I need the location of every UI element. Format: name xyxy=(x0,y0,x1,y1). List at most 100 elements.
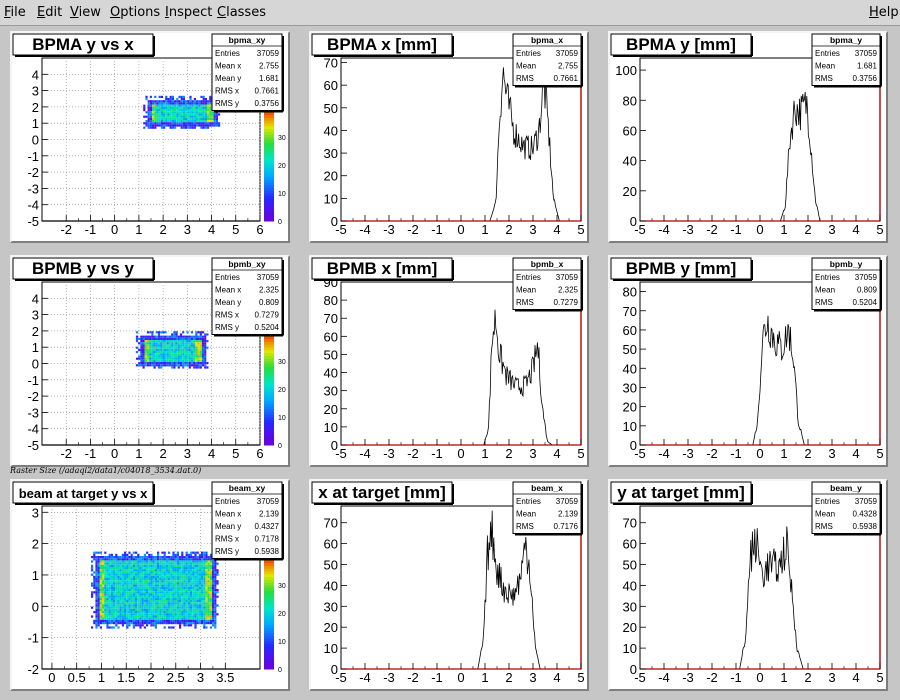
heatmap-cell xyxy=(214,573,217,576)
stats-key: RMS xyxy=(815,74,833,83)
heatmap-cell xyxy=(209,611,212,614)
heatmap-cell xyxy=(203,578,206,581)
menu-file[interactable]: File xyxy=(4,5,26,20)
heatmap-cell xyxy=(143,580,146,583)
heatmap-cell xyxy=(128,564,131,567)
heatmap-cell xyxy=(168,551,171,554)
heatmap-cell xyxy=(93,558,96,561)
heatmap-cell xyxy=(214,615,217,618)
heatmap-cell xyxy=(141,604,144,607)
heatmap-cell xyxy=(179,586,182,589)
heatmap-cell xyxy=(97,567,100,570)
pad-bpmb_xy[interactable]: 0 10 20 30 -2 -1 0 1 2 3 4 5 6 -5 -4 -3 -2 -1 0 1 2 3 4 BPMB y … xyxy=(10,255,290,467)
y-tick-label: 50 xyxy=(324,558,338,573)
heatmap-cell xyxy=(212,622,215,625)
heatmap-cell xyxy=(126,611,129,614)
heatmap-cell xyxy=(158,100,161,103)
menu-classes[interactable]: Classes xyxy=(217,5,266,20)
chart-title: BPMB y [mm] xyxy=(610,257,753,281)
heatmap-cell xyxy=(135,622,138,625)
heatmap-cell xyxy=(178,115,181,118)
pad-beam_y[interactable]: -5 -4 -3 -2 -1 0 1 2 3 4 5 0 10 20 30 40 50 60 70 y at targ… xyxy=(608,479,888,691)
heatmap-cell xyxy=(115,575,118,578)
heatmap-cell xyxy=(201,362,205,365)
heatmap-cell xyxy=(174,562,177,565)
heatmap-cell xyxy=(202,113,205,116)
heatmap-cell xyxy=(215,117,218,120)
heatmap-cell xyxy=(173,366,176,369)
color-scale-step xyxy=(264,114,274,118)
heatmap-cell xyxy=(172,593,175,596)
heatmap-cell xyxy=(193,104,196,107)
heatmap-cell xyxy=(143,558,146,561)
y-tick-label: 100 xyxy=(615,63,637,78)
heatmap-cell xyxy=(190,582,193,585)
heatmap-cell xyxy=(205,595,208,598)
stats-value: 0.4328 xyxy=(853,510,878,519)
heatmap-cell xyxy=(126,562,129,565)
heatmap-cell xyxy=(157,575,160,578)
heatmap-cell xyxy=(163,569,166,572)
color-scale-step xyxy=(264,585,274,589)
heatmap-cell xyxy=(99,593,102,596)
heatmap-cell xyxy=(165,120,168,123)
heatmap-cell xyxy=(185,589,188,592)
heatmap-cell xyxy=(185,109,188,112)
heatmap-cell xyxy=(154,615,157,618)
heatmap-cell xyxy=(203,553,206,556)
heatmap-cell xyxy=(204,98,207,101)
heatmap-cell xyxy=(154,575,157,578)
chart-bpmb_x[interactable]: -5 -4 -3 -2 -1 0 1 2 3 4 50102030405060708090BPMB … xyxy=(311,257,587,465)
color-scale-step xyxy=(264,347,274,351)
pad-bpmb_x[interactable]: -5 -4 -3 -2 -1 0 1 2 3 4 5 0 10 20 30 40 50 60 70 80 90 BPMB … xyxy=(309,255,589,467)
heatmap-cell xyxy=(157,362,161,365)
heatmap-cell xyxy=(137,622,140,625)
menu-help[interactable]: Help xyxy=(869,5,899,20)
heatmap-cell xyxy=(124,604,127,607)
stats-value: 2.755 xyxy=(558,62,579,71)
color-scale-step xyxy=(264,408,274,412)
heatmap-cell xyxy=(176,589,179,592)
heatmap-cell xyxy=(209,580,212,583)
heatmap-cell xyxy=(150,622,153,625)
heatmap-cell xyxy=(201,562,204,565)
heatmap-cell xyxy=(181,573,184,576)
heatmap-cell xyxy=(192,591,195,594)
menu-edit[interactable]: Edit xyxy=(37,5,63,20)
color-scale-step xyxy=(264,335,274,340)
heatmap-cell xyxy=(146,573,149,576)
pad-bpma_y[interactable]: -5 -4 -3 -2 -1 0 1 2 3 4 5 0 20 40 60 80 100 BPMA y [mm] b… xyxy=(608,31,888,243)
heatmap-cell xyxy=(117,582,120,585)
pad-beam_xy[interactable]: 0 10 20 30 0 0.5 1 1.5 2 2.5 3 3.5 -2 -1 0 1 2 3 beam at t… xyxy=(10,479,290,691)
heatmap-cell xyxy=(163,560,166,563)
menu-view[interactable]: View xyxy=(70,5,101,20)
y-tick-label: 70 xyxy=(324,311,338,326)
heatmap-cell xyxy=(201,593,204,596)
heatmap-cell xyxy=(204,337,207,340)
stats-key: Mean x xyxy=(215,62,241,71)
heatmap-cell xyxy=(137,593,140,596)
heatmap-cell xyxy=(132,556,135,559)
pad-bpma_xy[interactable]: 0 10 20 30 -2 -1 0 1 2 3 4 5 6 -5 -4 -3 -2 -1 0 1 2 3 4 BPMA y … xyxy=(10,31,290,243)
heatmap-cell xyxy=(187,600,190,603)
heatmap-cell xyxy=(102,602,105,605)
heatmap-cell xyxy=(201,602,204,605)
menu-inspect[interactable]: Inspect xyxy=(165,5,213,20)
menu-options[interactable]: Options xyxy=(110,5,161,20)
pad-beam_x[interactable]: -5 -4 -3 -2 -1 0 1 2 3 4 5 0 10 20 30 40 50 60 70 x at targ… xyxy=(309,479,589,691)
heatmap-cell xyxy=(150,580,153,583)
pad-bpma_x[interactable]: -5 -4 -3 -2 -1 0 1 2 3 4 5 0 10 20 30 40 50 60 70 BPMA x [m… xyxy=(309,31,589,243)
heatmap-cell xyxy=(200,106,203,109)
heatmap-cell xyxy=(191,115,194,118)
heatmap-cell xyxy=(163,600,166,603)
pad-bpmb_y[interactable]: -5 -4 -3 -2 -1 0 1 2 3 4 5 0 10 20 30 40 50 60 70 80 BPMB y … xyxy=(608,255,888,467)
heatmap-cell xyxy=(205,582,208,585)
